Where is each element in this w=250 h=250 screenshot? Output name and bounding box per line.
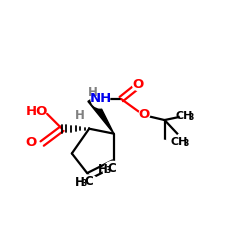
Text: 3: 3	[105, 166, 110, 175]
Circle shape	[180, 109, 194, 122]
Circle shape	[30, 104, 45, 119]
Text: H: H	[98, 162, 108, 175]
Text: O: O	[139, 108, 150, 121]
Circle shape	[80, 175, 98, 194]
Circle shape	[133, 80, 143, 90]
Polygon shape	[88, 97, 114, 134]
Text: HO: HO	[26, 106, 48, 118]
Text: 3: 3	[82, 179, 87, 188]
Text: H: H	[75, 108, 85, 122]
Circle shape	[176, 133, 190, 147]
Circle shape	[75, 110, 85, 120]
Text: H: H	[75, 176, 85, 189]
Text: 3: 3	[184, 138, 189, 147]
Circle shape	[157, 140, 171, 154]
Text: 3: 3	[189, 113, 194, 122]
Text: H: H	[88, 86, 98, 99]
Text: NH: NH	[90, 92, 112, 105]
Circle shape	[88, 88, 98, 98]
Circle shape	[103, 161, 122, 180]
Circle shape	[91, 89, 110, 108]
Text: C: C	[108, 162, 116, 175]
Text: O: O	[25, 136, 36, 149]
Text: C: C	[84, 175, 93, 188]
Text: O: O	[132, 78, 144, 91]
Circle shape	[24, 136, 37, 149]
Circle shape	[139, 109, 150, 120]
Text: CH: CH	[171, 137, 188, 147]
Text: CH: CH	[176, 111, 193, 121]
